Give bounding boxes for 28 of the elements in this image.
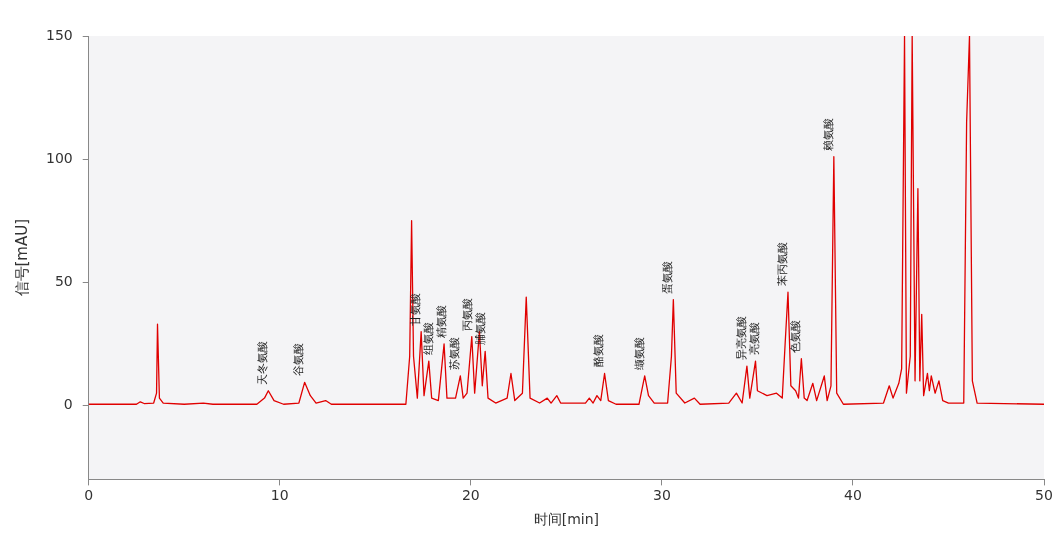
- x-tick-label: 30: [652, 487, 671, 504]
- x-tick-label: 10: [270, 487, 289, 504]
- annotation: 苯丙氨酸: [775, 242, 789, 287]
- annotation: 脯氨酸: [474, 312, 488, 346]
- x-tick-label: 20: [461, 487, 480, 504]
- x-axis-title: 时间[min]: [533, 511, 600, 528]
- annotation: 缬氨酸: [632, 336, 646, 370]
- x-tick-label: 0: [84, 487, 94, 504]
- y-tick-label: 0: [63, 396, 73, 413]
- annotation: 异亮氨酸: [734, 316, 748, 361]
- annotation: 蛋氨酸: [661, 260, 675, 294]
- y-tick-label: 50: [54, 272, 73, 289]
- annotation: 谷氨酸: [292, 343, 306, 377]
- annotation: 丙氨酸: [461, 297, 475, 331]
- annotation: 苏氨酸: [448, 336, 462, 370]
- y-axis-title: 信号[mAU]: [12, 218, 31, 297]
- annotation: 亮氨酸: [747, 322, 761, 356]
- y-tick-label: 100: [45, 149, 73, 166]
- annotation: 精氨酸: [435, 304, 449, 338]
- annotation: 赖氨酸: [821, 117, 835, 151]
- x-tick-label: 40: [844, 487, 862, 504]
- x-tick-label: 50: [1035, 487, 1053, 504]
- annotation: 组氨酸: [422, 322, 436, 356]
- annotation: 天冬氨酸: [256, 340, 270, 385]
- y-tick-label: 150: [45, 26, 73, 43]
- annotation: 甘氨酸: [409, 292, 423, 326]
- annotation: 色氨酸: [789, 319, 803, 353]
- annotation: 酪氨酸: [592, 334, 606, 368]
